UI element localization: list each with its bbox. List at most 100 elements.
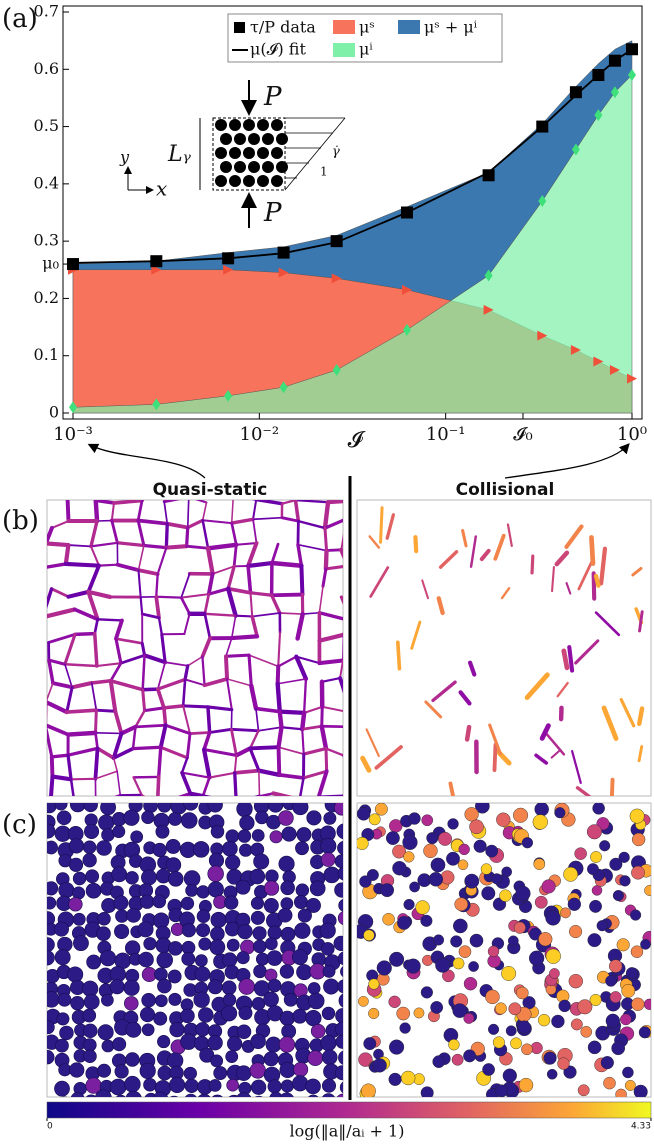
- force-chain: [601, 705, 619, 741]
- particle: [508, 1002, 522, 1016]
- force-chain: [574, 639, 600, 665]
- force-chain: [137, 569, 142, 599]
- mu-i-marker: [484, 269, 493, 282]
- force-chain: [188, 731, 211, 735]
- particle: [403, 851, 415, 863]
- particle: [70, 1092, 85, 1097]
- particle: [170, 922, 184, 936]
- force-chain: [448, 781, 456, 796]
- force-chain: [277, 655, 298, 668]
- force-chain: [109, 661, 123, 683]
- x-tick-label: 10⁻³: [53, 424, 93, 445]
- particle: [389, 951, 405, 967]
- particle: [222, 952, 238, 968]
- particle: [430, 857, 446, 873]
- particle: [521, 1043, 533, 1056]
- particle: [138, 951, 154, 968]
- force-chain: [248, 745, 281, 751]
- force-chain: [317, 658, 343, 666]
- force-chain: [338, 676, 343, 694]
- force-chain: [567, 645, 575, 673]
- force-chain: [159, 745, 189, 760]
- y-tick-label: 0.2: [34, 288, 59, 307]
- particle: [280, 926, 296, 942]
- particle: [307, 982, 321, 995]
- force-chain: [556, 681, 569, 698]
- particle: [376, 960, 392, 976]
- particle: [266, 950, 283, 966]
- particle: [283, 992, 298, 1007]
- particle: [237, 923, 253, 940]
- force-chain: [594, 611, 621, 637]
- force-chain: [73, 631, 97, 637]
- particle: [281, 1023, 297, 1039]
- particle: [208, 1079, 222, 1092]
- particle: [612, 889, 624, 902]
- particle: [224, 895, 239, 910]
- force-chain: [64, 708, 99, 714]
- force-chain: [90, 679, 113, 685]
- particle: [47, 840, 58, 855]
- particle: [58, 882, 75, 899]
- particle: [338, 1050, 343, 1065]
- force-chain: [64, 663, 73, 689]
- force-chain: [65, 685, 74, 714]
- force-chain: [246, 541, 259, 568]
- particle: [263, 991, 279, 1008]
- force-chain: [637, 706, 645, 727]
- force-chain: [140, 612, 161, 620]
- particle: [631, 832, 646, 847]
- particle: [334, 854, 343, 869]
- force-chain: [164, 544, 189, 550]
- force-chain: [316, 795, 320, 796]
- particle: [532, 814, 548, 830]
- force-chain: [550, 748, 562, 759]
- particle: [388, 995, 401, 1008]
- force-chain: [186, 500, 190, 529]
- force-chain: [339, 547, 343, 560]
- force-chain: [203, 612, 237, 617]
- arrow: [504, 443, 630, 479]
- particle: [430, 1001, 444, 1014]
- force-chain: [201, 776, 211, 796]
- particle: [123, 809, 140, 826]
- force-chain: [539, 723, 551, 741]
- particle: [141, 869, 157, 886]
- force-chain: [410, 620, 422, 650]
- particle: [608, 959, 623, 973]
- force-chain: [185, 525, 190, 548]
- legend-label: μˢ: [359, 18, 375, 37]
- force-chain: [340, 533, 343, 551]
- particle: [139, 1007, 156, 1023]
- particle: [57, 992, 72, 1007]
- particle: [210, 1054, 224, 1068]
- force-chain: [156, 661, 167, 690]
- force-chain: [431, 680, 457, 703]
- particle: [587, 863, 599, 876]
- force-chain: [277, 773, 306, 780]
- force-chain: [132, 776, 143, 796]
- particle: [295, 883, 310, 897]
- particle: [96, 926, 111, 942]
- force-chain: [93, 746, 100, 781]
- particle: [165, 839, 181, 854]
- force-chain: [96, 618, 124, 622]
- particle: [294, 922, 311, 939]
- particle: [448, 1039, 460, 1051]
- y-tick-label: 0.6: [34, 59, 59, 78]
- force-chain: [324, 747, 343, 757]
- particle: [501, 866, 512, 878]
- force-chain: [258, 792, 275, 796]
- particle: [609, 857, 623, 871]
- particle: [180, 1008, 195, 1024]
- regime-label: Quasi-static: [153, 480, 268, 500]
- particle: [68, 838, 85, 854]
- force-chain: [280, 500, 297, 505]
- force-chain: [201, 501, 208, 522]
- particle: [574, 847, 587, 860]
- force-chain: [229, 634, 260, 641]
- particle: [339, 1081, 343, 1094]
- force-chain: [50, 587, 70, 599]
- particle: [521, 837, 533, 849]
- force-chain: [156, 677, 187, 691]
